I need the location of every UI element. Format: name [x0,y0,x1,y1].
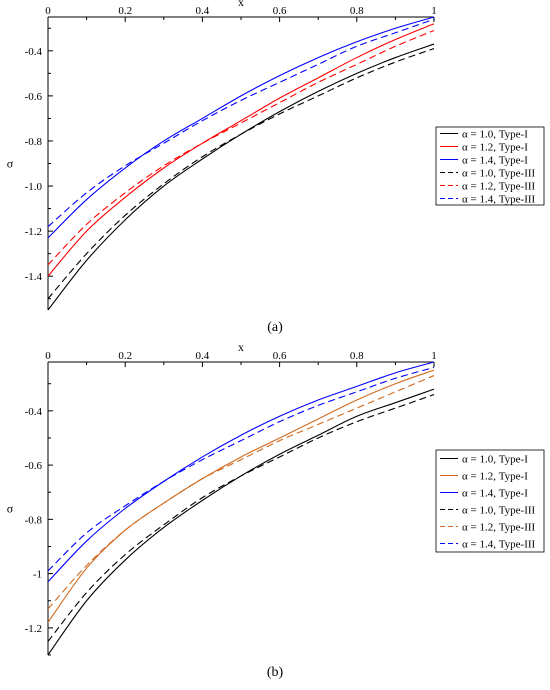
y-tick-label: -1 [33,569,42,581]
series-line-2 [47,23,435,277]
x-axis-label: x [238,340,244,354]
series-line-3 [47,16,435,239]
x-tick-label: 0 [45,350,51,362]
y-tick-label: -0.6 [25,91,43,103]
series-line-4 [47,394,435,642]
y-tick-label: -0.8 [25,514,43,526]
legend-label: α = 1.4, Type-I [462,488,528,500]
legend-label: α = 1.0, Type-III [462,168,536,180]
legend-label: α = 1.0, Type-I [462,454,528,466]
x-tick-label: 0.6 [273,5,287,17]
panel-b: 0 0.2 0.4 0.6 0.8 1 x -0.4 -0.6 -0.8 -1 -1.2 σ α = 1.… [7,340,545,680]
y-tick-label: -0.4 [25,406,43,418]
y-tick-label: -0.4 [25,46,43,58]
series-line-2 [47,369,435,623]
series-line-4 [47,48,435,300]
legend-label: α = 1.4, Type-I [462,155,528,167]
panel-caption: (b) [267,665,284,680]
legend-label: α = 1.0, Type-III [462,505,536,517]
series-line-1 [47,43,435,311]
legend: α = 1.0, Type-Iα = 1.2, Type-Iα = 1.4, T… [435,126,545,206]
x-tick-label: 0.2 [118,5,132,17]
y-tick-label: -1.2 [25,623,42,635]
x-tick-label: 0.4 [196,5,210,17]
series-line-6 [47,366,435,572]
legend-label: α = 1.2, Type-I [462,471,528,483]
y-tick-label: -0.8 [25,136,43,148]
x-tick-label: 0.4 [196,350,210,362]
x-tick-label: 0.6 [273,350,287,362]
x-tick-label: 1 [431,5,437,17]
y-tick-label: -1.2 [25,226,42,238]
y-tick-label: -0.6 [25,460,43,472]
series-line-5 [47,375,435,610]
legend-label: α = 1.4, Type-III [462,539,536,551]
x-tick-label: 1 [431,350,437,362]
x-axis-label: x [238,0,244,9]
y-tick-label: -1.0 [25,181,43,193]
y-axis-label: σ [7,157,14,171]
legend-label: α = 1.4, Type-III [462,194,536,206]
legend: α = 1.0, Type-I α = 1.2, Type-I α = 1.4, T… [435,449,545,553]
y-tick-label: -1.4 [25,271,43,283]
panel-a: 0 0.2 0.4 0.6 0.8 1 x -0.4 -0.6 -0.8 -1.0 -1.2 -1.4 σ… [7,0,545,335]
legend-box [435,126,545,206]
series-line-1 [47,388,435,656]
panel-caption: (a) [267,320,283,335]
series-line-5 [47,30,435,266]
x-tick-label: 0.8 [350,350,364,362]
legend-box [435,449,545,553]
legend-label: α = 1.2, Type-III [462,522,536,534]
legend-label: α = 1.0, Type-I [462,129,528,141]
x-tick-label: 0.8 [350,5,364,17]
y-axis-label: σ [7,502,14,516]
series-line-3 [47,361,435,583]
legend-label: α = 1.2, Type-I [462,142,528,154]
x-tick-label: 0.2 [118,350,132,362]
x-tick-label: 0 [45,5,51,17]
series-line-6 [47,18,435,228]
legend-label: α = 1.2, Type-III [462,181,536,193]
